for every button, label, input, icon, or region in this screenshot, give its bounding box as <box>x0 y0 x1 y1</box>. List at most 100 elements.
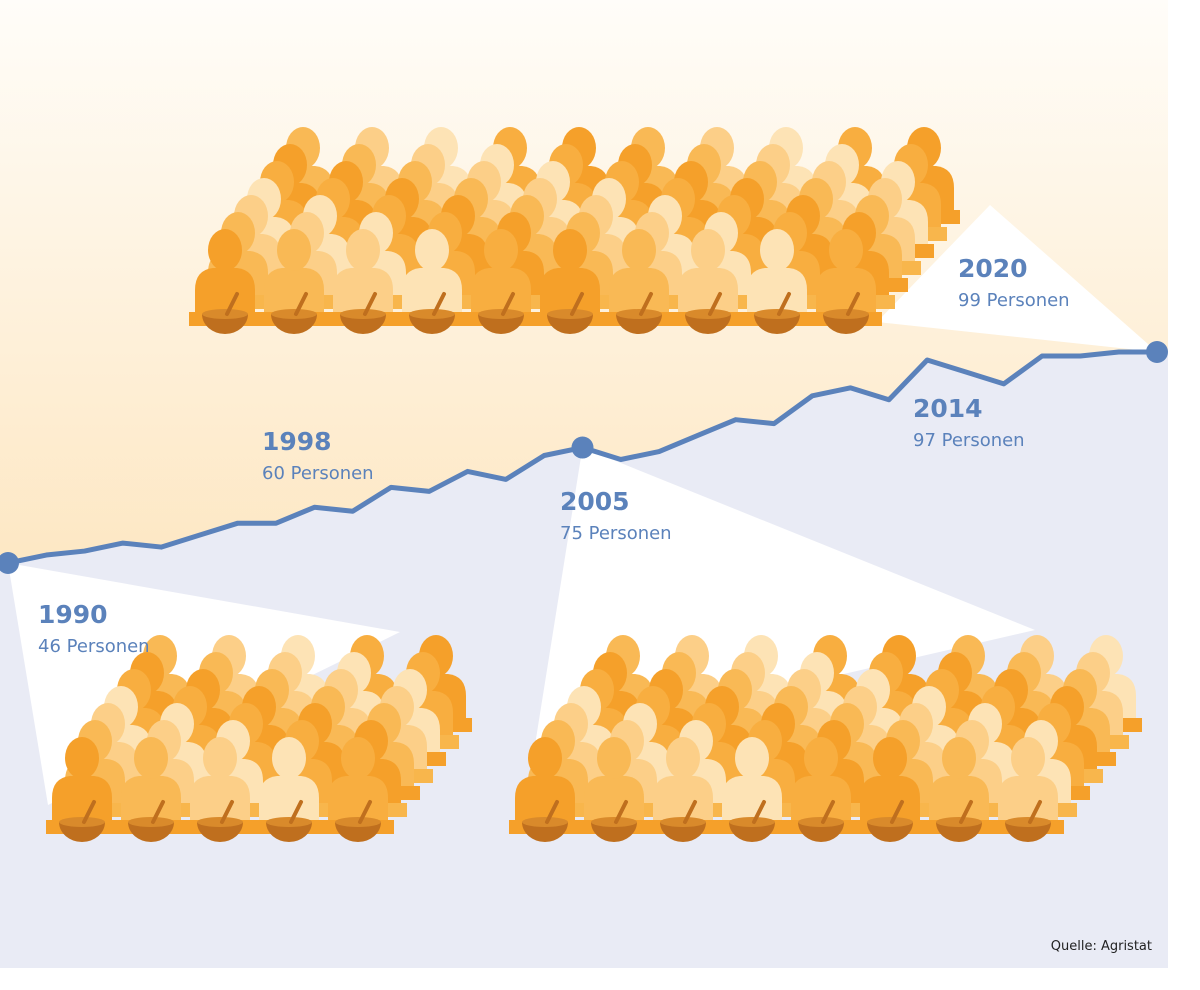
bowl <box>335 822 381 842</box>
spoon <box>614 800 628 824</box>
person-body <box>264 268 324 312</box>
bowl <box>478 314 524 334</box>
person-head <box>597 737 631 779</box>
person-head <box>1011 737 1045 779</box>
spoon <box>220 800 234 824</box>
spoon <box>777 292 791 316</box>
person-body <box>333 268 393 312</box>
annotation-year: 2020 <box>958 254 1028 283</box>
person-head <box>484 229 518 271</box>
person-body <box>195 268 255 312</box>
person-head <box>735 737 769 779</box>
person-head <box>942 737 976 779</box>
person-body <box>471 268 531 312</box>
bowl <box>1005 822 1051 842</box>
person-body <box>609 268 669 312</box>
annotation-text: 60 Personen <box>262 463 374 484</box>
person-head <box>134 737 168 779</box>
crowd <box>509 635 1142 842</box>
bowl <box>936 822 982 842</box>
spoon <box>289 800 303 824</box>
person-body <box>929 776 989 820</box>
person-head <box>691 229 725 271</box>
crowd <box>46 635 472 842</box>
person-body <box>678 268 738 312</box>
bowl <box>271 314 317 334</box>
person-body <box>515 776 575 820</box>
person-head <box>553 229 587 271</box>
person-body <box>540 268 600 312</box>
annotation-text: 99 Personen <box>958 290 1070 311</box>
person-body <box>52 776 112 820</box>
spoon <box>363 292 377 316</box>
bowl <box>616 314 662 334</box>
spoon <box>225 292 239 316</box>
spoon <box>151 800 165 824</box>
person-head <box>415 229 449 271</box>
bowl <box>823 314 869 334</box>
highlight-dot <box>1146 341 1168 363</box>
bowl <box>128 822 174 842</box>
spoon <box>82 800 96 824</box>
person-head <box>622 229 656 271</box>
person-body <box>584 776 644 820</box>
bowl <box>660 822 706 842</box>
bowl <box>685 314 731 334</box>
bowl <box>729 822 775 842</box>
annotation-year: 1998 <box>262 427 332 456</box>
person-head <box>346 229 380 271</box>
crowd <box>189 127 960 334</box>
spoon <box>959 800 973 824</box>
platform <box>509 820 1064 834</box>
bowl <box>798 822 844 842</box>
spoon <box>294 292 308 316</box>
spoon <box>846 292 860 316</box>
annotation-text: 75 Personen <box>560 523 672 544</box>
spoon <box>570 292 584 316</box>
callout-wedge <box>877 205 1157 352</box>
person-head <box>666 737 700 779</box>
highlight-dot <box>571 436 594 459</box>
bowl <box>867 822 913 842</box>
spoon <box>545 800 559 824</box>
spoon <box>1028 800 1042 824</box>
bowl <box>409 314 455 334</box>
person-body <box>328 776 388 820</box>
spoon <box>501 292 515 316</box>
person-body <box>860 776 920 820</box>
person-head <box>208 229 242 271</box>
spoon <box>752 800 766 824</box>
annotation-year: 1990 <box>38 600 108 629</box>
bowl <box>340 314 386 334</box>
annotation-year: 2014 <box>913 394 983 423</box>
bowl <box>754 314 800 334</box>
person-head <box>203 737 237 779</box>
bowl <box>59 822 105 842</box>
bowl <box>591 822 637 842</box>
annotation-text: 97 Personen <box>913 430 1025 451</box>
person-body <box>816 268 876 312</box>
spoon <box>821 800 835 824</box>
person-body <box>998 776 1058 820</box>
person-head <box>829 229 863 271</box>
person-body <box>259 776 319 820</box>
person-body <box>722 776 782 820</box>
person-head <box>277 229 311 271</box>
person-body <box>791 776 851 820</box>
highlight-dot <box>0 552 19 574</box>
person-head <box>528 737 562 779</box>
person-head <box>341 737 375 779</box>
person-head <box>804 737 838 779</box>
bowl <box>522 822 568 842</box>
spoon <box>890 800 904 824</box>
source: Quelle: Agristat <box>1051 939 1152 954</box>
bowl <box>202 314 248 334</box>
spoon <box>358 800 372 824</box>
person-head <box>272 737 306 779</box>
person-body <box>747 268 807 312</box>
spoon <box>683 800 697 824</box>
person-body <box>402 268 462 312</box>
person-body <box>121 776 181 820</box>
bowl <box>547 314 593 334</box>
